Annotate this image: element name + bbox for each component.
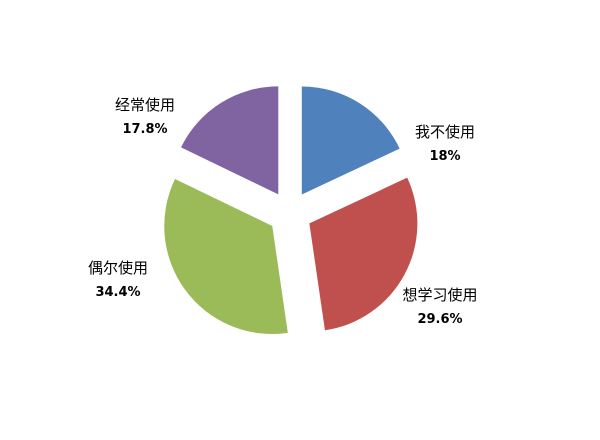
slice-label: 我不使用 [415, 123, 475, 141]
pie-slice [309, 177, 418, 331]
slice-value-label: 34.4% [95, 285, 140, 300]
slice-label: 偶尔使用 [88, 259, 148, 277]
pie-slice [301, 86, 400, 195]
slice-label: 经常使用 [115, 96, 175, 114]
pie-slice [181, 86, 279, 195]
slice-value-label: 29.6% [417, 312, 462, 327]
pie-slice [164, 179, 288, 335]
slice-label: 想学习使用 [402, 286, 477, 304]
slice-value-label: 18% [429, 149, 460, 164]
slice-value-label: 17.8% [122, 122, 167, 137]
